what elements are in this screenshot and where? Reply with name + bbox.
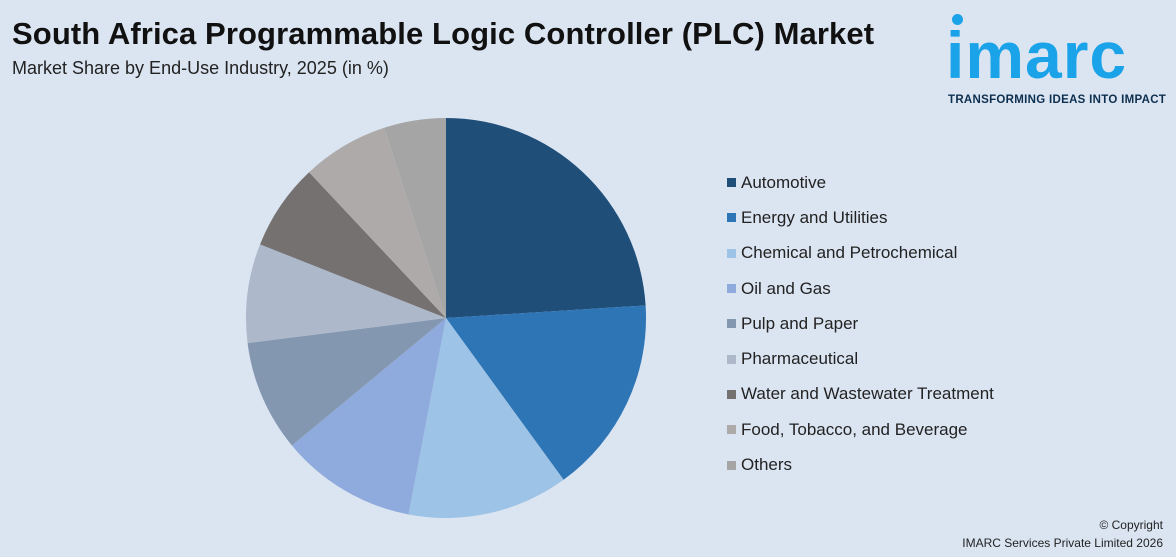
legend-label: Chemical and Petrochemical <box>741 243 958 263</box>
legend-label: Automotive <box>741 172 827 192</box>
legend-item: Food, Tobacco, and Beverage <box>727 412 994 447</box>
legend-label: Oil and Gas <box>741 278 831 298</box>
legend-swatch <box>727 460 736 470</box>
legend-item: Chemical and Petrochemical <box>727 236 994 271</box>
legend-item: Oil and Gas <box>727 271 994 306</box>
pie-slice-chemical-and-petrochemical <box>408 318 564 519</box>
copyright-line-2: IMARC Services Private Limited 2026 <box>962 536 1163 550</box>
chart-subtitle: Market Share by End-Use Industry, 2025 (… <box>12 58 389 78</box>
pie-slice-water-and-wastewater-treatment <box>260 172 446 318</box>
legend-swatch <box>727 319 736 329</box>
legend-swatch <box>727 213 736 223</box>
logo-dot-icon <box>952 14 963 25</box>
legend-swatch <box>727 178 736 188</box>
legend-item: Pharmaceutical <box>727 341 994 376</box>
imarc-logo: imarc TRANSFORMING IDEAS INTO IMPACT <box>942 8 1172 108</box>
copyright: © Copyright IMARC Services Private Limit… <box>903 516 1163 552</box>
logo-wordmark: imarc <box>946 18 1128 92</box>
legend-swatch <box>727 284 736 294</box>
pie-slice-pharmaceutical <box>246 244 446 344</box>
legend-swatch <box>727 248 736 258</box>
legend-item: Pulp and Paper <box>727 306 994 341</box>
logo-tagline: TRANSFORMING IDEAS INTO IMPACT <box>948 94 1167 106</box>
legend-label: Water and Wastewater Treatment <box>741 384 994 404</box>
legend-label: Energy and Utilities <box>741 207 888 227</box>
legend-label: Pulp and Paper <box>741 313 859 333</box>
legend-swatch <box>727 425 736 435</box>
pie-slice-automotive <box>446 118 646 318</box>
pie-slice-others <box>384 118 446 318</box>
chart-title: South Africa Programmable Logic Controll… <box>12 16 875 51</box>
legend-item: Energy and Utilities <box>727 200 994 235</box>
legend-item: Others <box>727 447 994 482</box>
legend-label: Others <box>741 455 793 475</box>
copyright-line-1: © Copyright <box>1099 518 1163 532</box>
pie-slice-oil-and-gas <box>291 318 446 515</box>
legend-item: Automotive <box>727 165 994 200</box>
legend-swatch <box>727 389 736 399</box>
chart-legend: Automotive Energy and Utilities Chemical a… <box>727 165 994 483</box>
legend-item: Water and Wastewater Treatment <box>727 377 994 412</box>
pie-slice-energy-and-utilities <box>446 305 647 480</box>
pie-slice-pulp-and-paper <box>247 318 446 446</box>
legend-label: Food, Tobacco, and Beverage <box>741 419 968 439</box>
legend-label: Pharmaceutical <box>741 349 859 369</box>
pie-slice-food-tobacco-and-beverage <box>309 127 446 318</box>
pie-slices <box>246 118 647 519</box>
legend-swatch <box>727 354 736 364</box>
